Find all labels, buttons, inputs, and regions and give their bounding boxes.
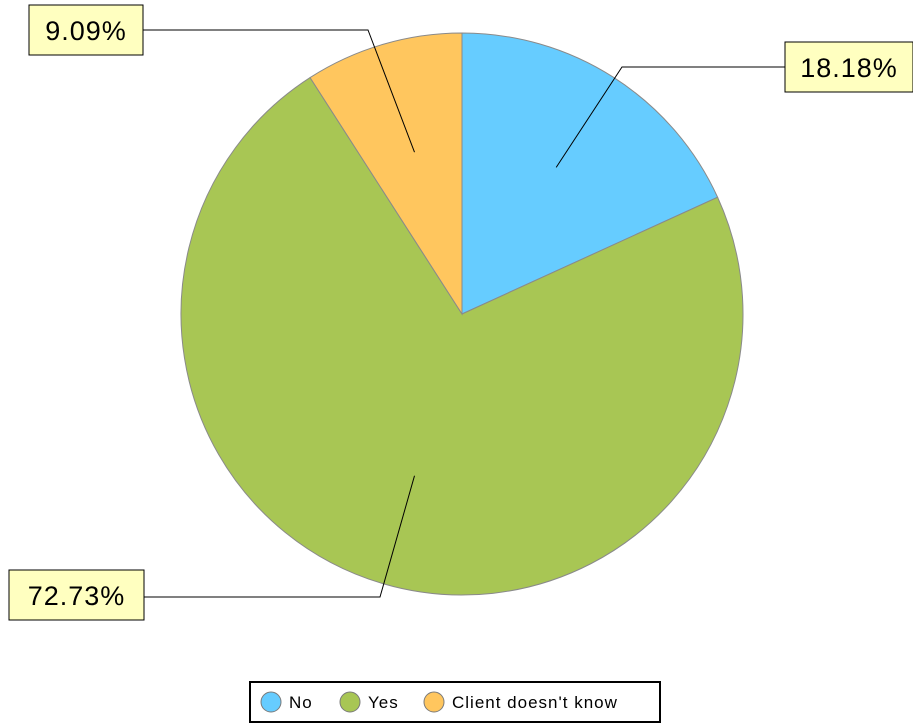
legend-swatch-client-doesn-t-know xyxy=(423,691,445,713)
data-label-box-no xyxy=(784,41,913,93)
legend-entry-client-doesn-t-know: Client doesn't know xyxy=(452,693,618,712)
legend-swatch-yes xyxy=(339,691,361,713)
data-label-box-yes xyxy=(8,569,145,621)
legend-entry-no: No xyxy=(289,693,313,712)
legend-entry-yes: Yes xyxy=(368,693,399,712)
data-labels: 18.18% 72.73% 9.09% xyxy=(8,4,913,621)
data-label-box-client-doesn-t-know xyxy=(28,4,144,56)
pie-slice-yes xyxy=(180,76,744,596)
leader-line-client-doesn-t-know xyxy=(143,29,415,153)
data-label-yes: 72.73% xyxy=(28,581,126,611)
leader-line-no xyxy=(555,66,785,168)
legend-swatch-no xyxy=(260,691,282,713)
pie-slice-client-doesn-t-know xyxy=(309,32,463,316)
legend-frame xyxy=(249,681,661,723)
legend: No Yes Client doesn't know xyxy=(249,681,661,723)
data-label-client-doesn-t-know: 9.09% xyxy=(45,16,127,46)
pie-slice-no xyxy=(461,32,719,315)
data-label-no: 18.18% xyxy=(800,53,898,83)
pie-slices xyxy=(180,32,744,596)
leader-line-yes xyxy=(144,475,415,598)
